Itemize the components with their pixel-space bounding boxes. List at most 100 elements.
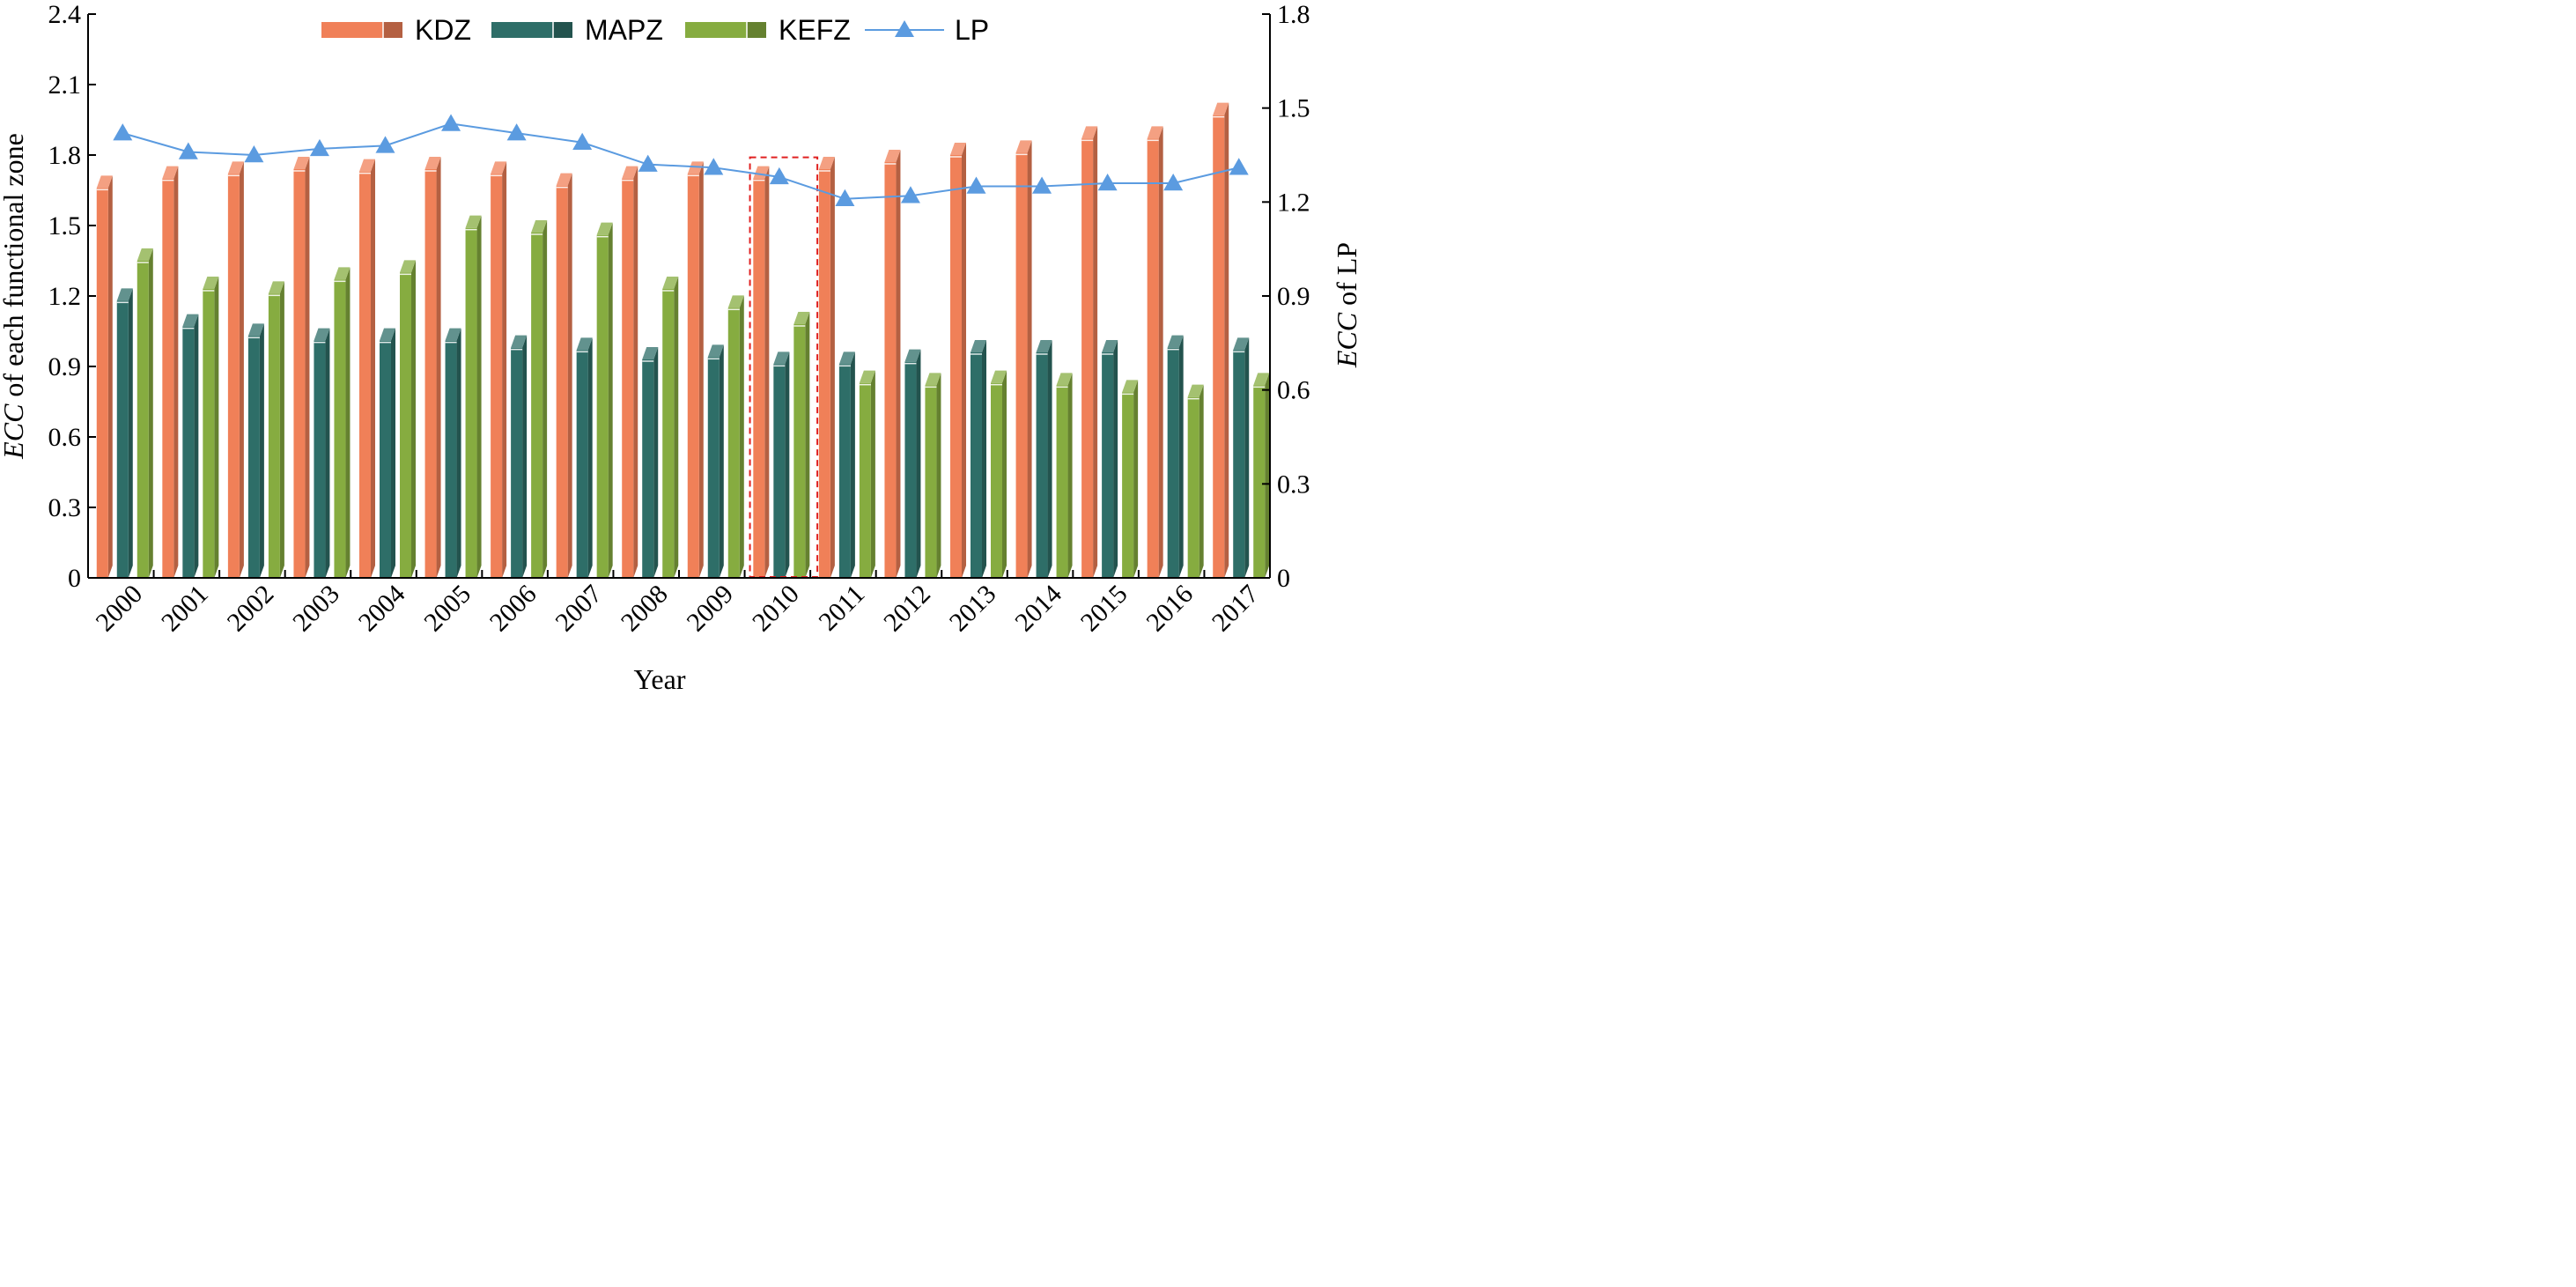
x-tick-label-2010: 2010 (747, 580, 805, 638)
bar-kefz-2000 (137, 248, 153, 578)
marker-lp-2004 (375, 136, 395, 153)
bar-kdz-2008 (622, 166, 638, 578)
marker-lp-2011 (835, 189, 855, 207)
bar-mapz-2013 (971, 340, 986, 578)
marker-lp-2012 (900, 186, 920, 203)
chart: 0 0.3 0.6 0.9 1.2 1.5 1.8 2.1 2.4 0 0.3 0.6 0.9 1.2 1.… (0, 0, 1362, 691)
y-axis-left-title: ECC of each functional zone (0, 133, 29, 460)
bar-kefz-2004 (400, 260, 416, 578)
marker-lp-2010 (769, 166, 789, 185)
x-axis-title: Year (634, 663, 686, 691)
bar-kefz-2012 (925, 373, 941, 578)
marker-lp-2016 (1163, 174, 1184, 191)
marker-lp-2014 (1032, 176, 1052, 194)
bar-mapz-2002 (247, 323, 264, 578)
marker-lp-2000 (113, 123, 133, 141)
x-tick-label-2009: 2009 (681, 580, 739, 638)
bar-mapz-2001 (182, 314, 199, 578)
bar-kefz-2014 (1056, 373, 1073, 578)
marker-lp-2006 (506, 123, 527, 141)
legend-label-lp: LP (955, 14, 989, 46)
y-tick-left-label: 1.5 (48, 211, 82, 240)
bar-kdz-2000 (96, 175, 113, 579)
x-tick-label-2007: 2007 (550, 580, 608, 638)
bar-kefz-2007 (596, 222, 613, 578)
legend-label-mapz: MAPZ (585, 14, 663, 46)
marker-lp-2013 (966, 176, 986, 194)
x-tick-label-2003: 2003 (287, 580, 345, 638)
legend: KDZ MAPZ KEFZ LP (321, 14, 989, 46)
bar-mapz-2017 (1233, 337, 1250, 578)
y-tick-left-label: 2.4 (48, 0, 82, 29)
marker-lp-2015 (1097, 174, 1118, 191)
bar-mapz-2004 (380, 328, 395, 578)
bar-kdz-2001 (162, 166, 179, 578)
x-tick-label-2016: 2016 (1140, 580, 1199, 638)
y-tick-right-label: 0.6 (1277, 376, 1310, 405)
y-tick-right-label: 1.8 (1277, 0, 1310, 29)
marker-lp-2008 (638, 154, 658, 172)
bar-kdz-2011 (818, 157, 835, 578)
bar-kdz-2016 (1147, 126, 1163, 579)
x-tick-label-2017: 2017 (1207, 580, 1265, 638)
x-tick-label-2012: 2012 (878, 580, 936, 638)
y-tick-right-label: 1.2 (1277, 188, 1310, 217)
bar-kdz-2009 (687, 161, 704, 579)
bar-kefz-2006 (531, 220, 548, 578)
y-tick-right-label: 0 (1277, 564, 1290, 593)
bar-kefz-2013 (991, 370, 1007, 578)
bar-kefz-2009 (727, 295, 744, 578)
bar-kdz-2003 (293, 157, 310, 578)
x-tick-label-2004: 2004 (353, 580, 411, 638)
bar-mapz-2003 (314, 328, 330, 578)
bar-mapz-2000 (116, 288, 133, 578)
plot-area (96, 102, 1270, 579)
bar-mapz-2014 (1036, 340, 1052, 578)
bar-kdz-2007 (556, 173, 572, 578)
y-tick-right-label: 0.9 (1277, 282, 1310, 311)
marker-lp-2007 (572, 132, 593, 151)
y-tick-left-label: 1.2 (48, 282, 82, 311)
y-tick-left-label: 0.6 (48, 423, 82, 452)
legend-item-mapz: MAPZ (491, 14, 663, 46)
legend-item-kefz: KEFZ (685, 14, 851, 46)
marker-lp-2017 (1229, 158, 1249, 175)
bar-mapz-2007 (576, 337, 593, 578)
legend-item-lp: LP (865, 14, 989, 46)
bar-mapz-2011 (838, 351, 855, 578)
marker-lp-2003 (309, 138, 329, 157)
x-tick-label-2015: 2015 (1075, 580, 1133, 638)
line-lp (122, 122, 1239, 200)
bar-kefz-2017 (1253, 373, 1270, 578)
x-tick-label-2013: 2013 (944, 580, 1002, 638)
marker-lp-2002 (244, 145, 264, 163)
bar-kefz-2011 (859, 370, 875, 578)
bar-kdz-2004 (359, 159, 375, 578)
y-axis-right-title: ECC of LP (1331, 242, 1362, 368)
bar-kdz-2017 (1213, 102, 1229, 578)
bar-kefz-2002 (268, 281, 284, 578)
legend-label-kdz: KDZ (415, 14, 471, 46)
bar-kdz-2013 (950, 143, 966, 578)
y-tick-left-label: 2.1 (48, 70, 82, 100)
x-tick-label-2006: 2006 (484, 580, 543, 638)
bar-kefz-2010 (793, 312, 810, 578)
x-tick-label-2002: 2002 (222, 580, 280, 638)
bar-mapz-2015 (1102, 340, 1118, 578)
y-tick-left-label: 1.8 (48, 141, 82, 170)
y-tick-left-label: 0 (68, 564, 81, 593)
bar-kefz-2015 (1122, 380, 1139, 578)
bar-kdz-2006 (491, 161, 507, 579)
x-tick-label-2014: 2014 (1009, 580, 1067, 638)
bar-kefz-2001 (203, 277, 219, 578)
bar-mapz-2006 (511, 335, 528, 578)
bar-kefz-2005 (465, 215, 482, 578)
x-tick-label-2008: 2008 (616, 580, 674, 638)
bar-kdz-2014 (1015, 140, 1032, 579)
bar-kdz-2015 (1081, 126, 1098, 579)
y-tick-left-label: 0.3 (48, 493, 82, 522)
legend-label-kefz: KEFZ (779, 14, 851, 46)
bar-kdz-2002 (227, 161, 244, 579)
bar-mapz-2005 (445, 328, 461, 578)
x-tick-label-2001: 2001 (156, 580, 214, 638)
